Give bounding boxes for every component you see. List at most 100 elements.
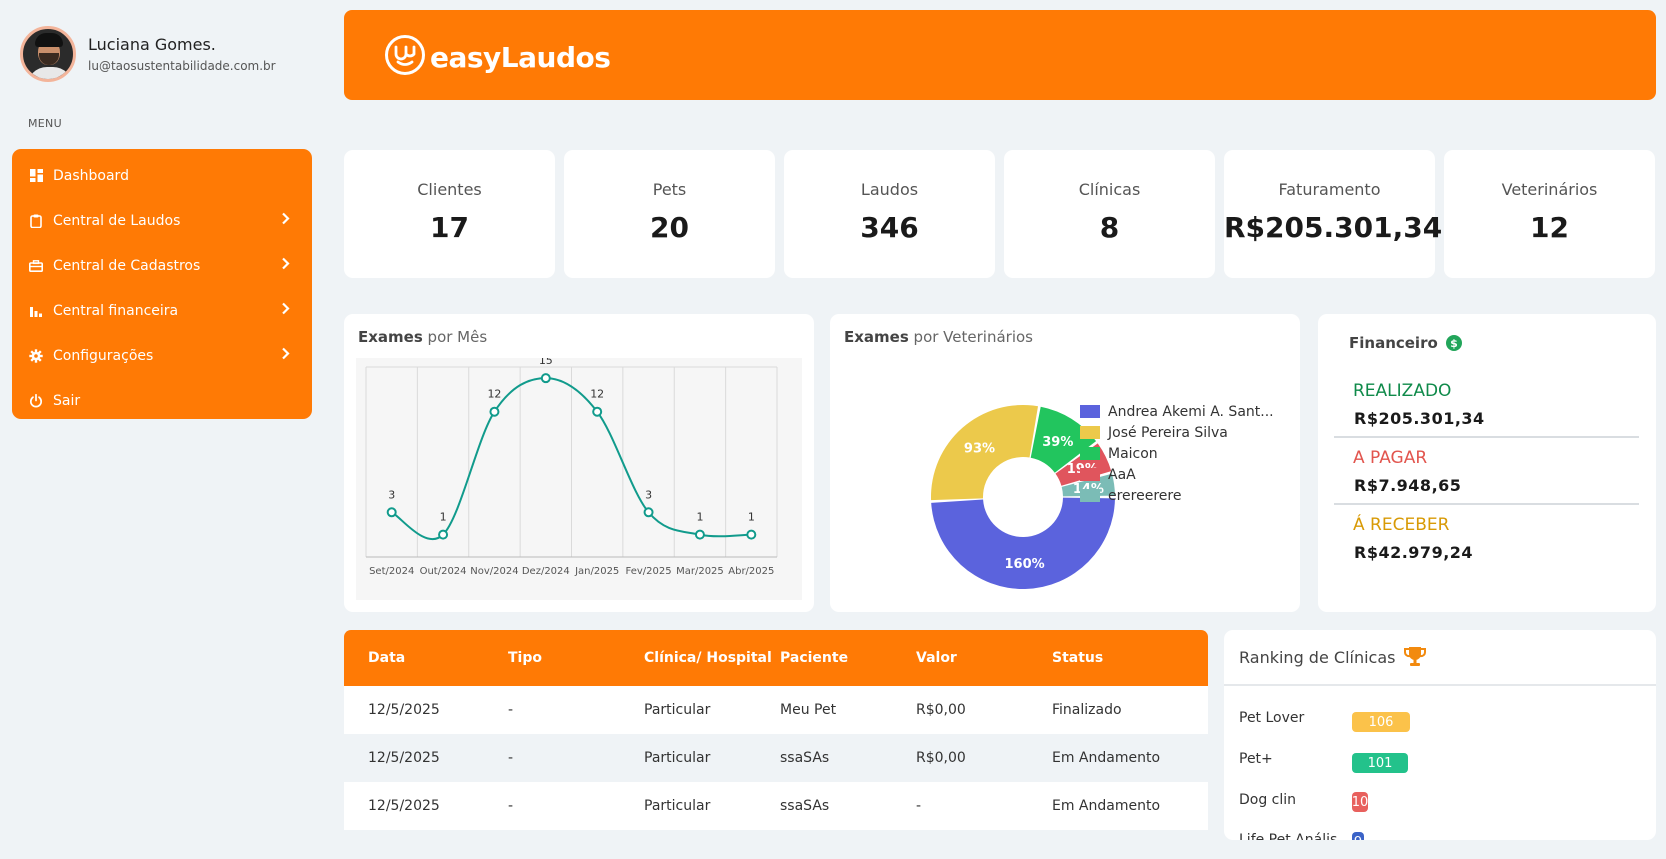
user-name: Luciana Gomes. — [88, 35, 216, 54]
exams-vet-panel: Exames por Veterinários 160%93%39%19%14%… — [830, 314, 1300, 612]
avatar[interactable] — [20, 26, 76, 82]
svg-text:$: $ — [1450, 337, 1458, 350]
menu-item-label: Sair — [53, 392, 81, 409]
fin-label: A PAGAR — [1353, 448, 1428, 468]
table-row[interactable]: 12/5/2025 - Particular ssaSAs R$0,00 Em … — [344, 734, 1208, 782]
x-tick-label: Out/2024 — [420, 566, 467, 577]
menu-item-central-financeira[interactable]: Central financeira — [12, 288, 312, 333]
x-tick-label: Fev/2025 — [626, 566, 672, 577]
trophy-icon — [1403, 646, 1427, 668]
menu-item-label: Central de Laudos — [53, 212, 181, 229]
stat-card-laudos[interactable]: Laudos 346 — [784, 150, 995, 278]
brand-logo[interactable]: easyLaudos — [384, 34, 611, 80]
column-header-tipo[interactable]: Tipo — [508, 650, 542, 666]
legend-swatch — [1080, 447, 1100, 460]
menu-item-central-cadastros[interactable]: Central de Cadastros — [12, 243, 312, 288]
table-row[interactable]: 12/5/2025 - Particular ssaSAs - Em Andam… — [344, 782, 1208, 830]
x-tick-label: Set/2024 — [369, 566, 414, 577]
menu-item-dashboard[interactable]: Dashboard — [12, 153, 312, 198]
cell-data: 12/5/2025 — [368, 750, 440, 766]
x-tick-label: Jan/2025 — [574, 566, 619, 577]
data-label: 12 — [487, 388, 501, 401]
cell-tipo: - — [508, 798, 514, 814]
pie-slice — [931, 497, 1115, 590]
cell-valor: R$0,00 — [916, 702, 966, 718]
stat-card-veterinarios[interactable]: Veterinários 12 — [1444, 150, 1655, 278]
ranking-item-name: Pet Lover — [1239, 710, 1305, 726]
menu-item-central-laudos[interactable]: Central de Laudos — [12, 198, 312, 243]
side-menu: Dashboard Central de Laudos Central de C… — [12, 149, 312, 419]
fin-value: R$42.979,24 — [1354, 543, 1474, 562]
cell-status: Finalizado — [1052, 702, 1122, 718]
x-tick-label: Abr/2025 — [728, 566, 774, 577]
menu-item-label: Configurações — [53, 347, 154, 364]
legend-swatch — [1080, 405, 1100, 418]
chevron-right-icon — [281, 347, 290, 364]
cell-clinica: Particular — [644, 750, 711, 766]
power-icon — [29, 393, 43, 408]
column-header-data[interactable]: Data — [368, 650, 406, 666]
stat-card-faturamento[interactable]: Faturamento R$205.301,34 — [1224, 150, 1442, 278]
fin-value: R$7.948,65 — [1354, 476, 1462, 495]
fin-value: R$205.301,34 — [1354, 409, 1485, 428]
financeiro-realizado[interactable]: REALIZADO R$205.301,34 — [1334, 372, 1639, 438]
cell-tipo: - — [508, 750, 514, 766]
menu-item-label: Central de Cadastros — [53, 257, 201, 274]
cell-valor: - — [916, 798, 922, 814]
cell-data: 12/5/2025 — [368, 702, 440, 718]
menu-item-sair[interactable]: Sair — [12, 378, 312, 423]
pie-slice — [1030, 406, 1097, 473]
legend-swatch — [1080, 426, 1100, 439]
fin-label: REALIZADO — [1353, 381, 1452, 401]
data-label: 3 — [388, 488, 395, 501]
cell-valor: R$0,00 — [916, 750, 966, 766]
series-line — [391, 377, 752, 541]
column-header-status[interactable]: Status — [1052, 650, 1104, 666]
stat-value: 12 — [1530, 211, 1569, 244]
stat-card-clinicas[interactable]: Clínicas 8 — [1004, 150, 1215, 278]
cell-tipo: - — [508, 702, 514, 718]
pie-slice — [931, 405, 1039, 501]
data-point — [489, 406, 500, 417]
fin-label: Á RECEBER — [1353, 515, 1450, 535]
menu-item-configuracoes[interactable]: Configurações — [12, 333, 312, 378]
stat-label: Laudos — [860, 180, 919, 199]
menu-item-label: Dashboard — [53, 167, 129, 184]
stat-value: 17 — [430, 211, 469, 244]
chevron-right-icon — [281, 257, 290, 274]
ranking-item-name: Dog clin — [1239, 792, 1297, 808]
column-header-valor[interactable]: Valor — [916, 650, 957, 666]
data-point — [694, 529, 705, 540]
legend-label: AaA — [1108, 467, 1136, 483]
data-label: 1 — [440, 511, 447, 524]
stat-card-clientes[interactable]: Clientes 17 — [344, 150, 555, 278]
chevron-right-icon — [281, 302, 290, 319]
ranking-item-name: Pet+ — [1239, 751, 1273, 767]
financeiro-a-pagar[interactable]: A PAGAR R$7.948,65 — [1334, 439, 1639, 505]
stat-label: Veterinários — [1501, 180, 1598, 199]
stat-card-pets[interactable]: Pets 20 — [564, 150, 775, 278]
cell-paciente: ssaSAs — [780, 750, 830, 766]
stat-label: Pets — [652, 180, 687, 199]
column-header-paciente[interactable]: Paciente — [780, 650, 849, 666]
sidebar: Luciana Gomes. lu@taosustentabilidade.co… — [0, 0, 318, 859]
table-row[interactable]: 12/5/2025 - Particular Meu Pet R$0,00 Fi… — [344, 686, 1208, 734]
column-header-clinica[interactable]: Clínica/ Hospital — [644, 650, 772, 666]
user-profile[interactable]: Luciana Gomes. lu@taosustentabilidade.co… — [20, 26, 276, 82]
financeiro-panel: Financeiro $ REALIZADO R$205.301,34 A PA… — [1318, 314, 1656, 612]
data-point — [438, 529, 449, 540]
menu-item-label: Central financeira — [53, 302, 179, 319]
legend-label: Andrea Akemi A. Sant... — [1108, 404, 1274, 420]
cell-status: Em Andamento — [1052, 750, 1161, 766]
cell-clinica: Particular — [644, 702, 711, 718]
x-tick-label: Mar/2025 — [676, 566, 724, 577]
cell-clinica: Particular — [644, 798, 711, 814]
data-point — [540, 373, 551, 384]
chevron-right-icon — [281, 212, 290, 229]
legend-swatch — [1080, 468, 1100, 481]
logo-icon — [384, 34, 426, 80]
slice-label: 39% — [1042, 435, 1073, 450]
data-point — [746, 529, 757, 540]
financeiro-a-receber[interactable]: Á RECEBER R$42.979,24 — [1334, 506, 1639, 572]
briefcase-icon — [29, 259, 43, 273]
